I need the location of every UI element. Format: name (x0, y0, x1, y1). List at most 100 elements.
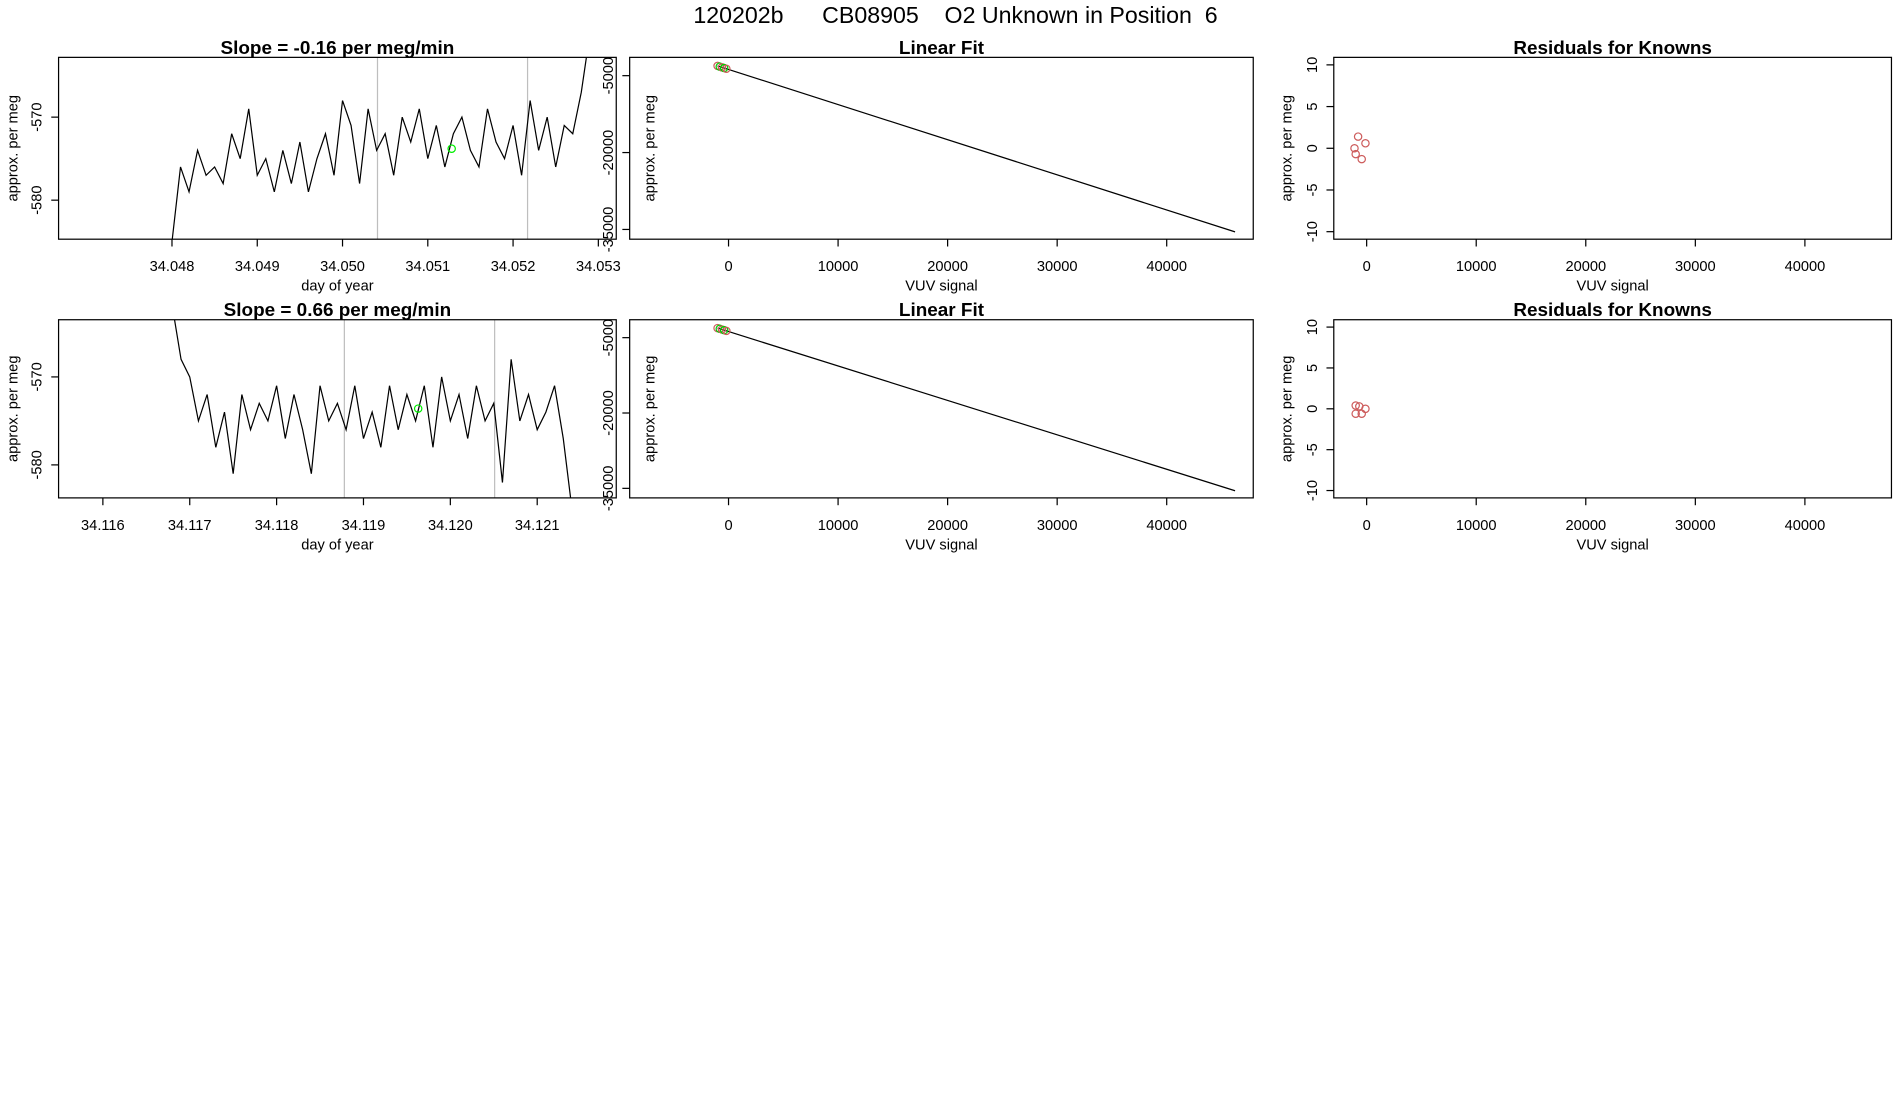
plot-area (173, 319, 572, 498)
data-point (1351, 409, 1360, 418)
x-tick-label: 0 (1363, 259, 1371, 275)
x-tick-label: 20000 (927, 259, 968, 275)
panel: Slope = 0.66 per meg/min day of year appro… (5, 300, 617, 553)
data-point (1361, 404, 1370, 414)
x-tick-label: 34.049 (235, 259, 280, 275)
panel: Residuals for Knowns VUV signal approx. pe… (1279, 38, 1893, 295)
y-tick-label: -35000 (601, 207, 617, 253)
x-axis-label: VUV signal (905, 279, 977, 295)
x-tick-label: 20000 (1565, 259, 1606, 275)
x-axis-label: day of year (301, 279, 373, 295)
plot-area (171, 57, 588, 240)
data-point (1350, 144, 1359, 153)
y-axis-label: approx. per meg (1279, 356, 1295, 463)
y-tick-label: -35000 (601, 466, 617, 512)
x-tick-label: 34.051 (405, 259, 450, 275)
plot-frame (57, 319, 617, 499)
figure-title: 120202b CB08905 O2 Unknown in Position 6 (693, 2, 1217, 28)
x-tick-label: 30000 (1675, 259, 1716, 275)
panel: Slope = -0.16 per meg/min day of year appr… (5, 38, 621, 295)
x-tick-label: 30000 (1675, 518, 1716, 534)
x-tick-label: 34.052 (491, 259, 536, 275)
data-point (1357, 154, 1366, 164)
x-tick-label: 20000 (927, 518, 968, 534)
x-axis-label: day of year (301, 537, 373, 553)
data-point (1351, 149, 1360, 159)
x-tick-label: 34.121 (515, 518, 560, 534)
x-axis-label: VUV signal (905, 537, 977, 553)
x-tick-label: 40000 (1146, 259, 1187, 275)
y-axis-label: approx. per meg (642, 95, 658, 201)
data-line (171, 57, 588, 240)
x-tick-label: 10000 (1456, 518, 1497, 534)
y-tick-label: -20000 (601, 390, 617, 436)
y-tick-label: -10 (1305, 221, 1321, 242)
x-tick-label: 30000 (1037, 259, 1078, 275)
x-tick-label: 10000 (818, 259, 859, 275)
x-tick-label: 40000 (1785, 518, 1826, 534)
x-tick-label: 34.119 (342, 518, 386, 534)
x-tick-label: 34.053 (576, 259, 621, 275)
data-point (1351, 401, 1360, 410)
y-tick-label: -5 (1305, 183, 1321, 196)
y-tick-label: 5 (1305, 364, 1321, 372)
plot-area (1351, 401, 1370, 418)
x-tick-label: 34.050 (320, 259, 365, 275)
y-tick-label: -570 (30, 103, 46, 132)
plot-area (1350, 132, 1370, 164)
y-tick-label: 0 (1305, 405, 1321, 413)
x-tick-label: 30000 (1037, 518, 1078, 534)
plot-frame (629, 319, 1254, 499)
data-point (1353, 132, 1363, 141)
data-line (173, 319, 572, 498)
y-tick-label: -20000 (601, 130, 617, 176)
x-tick-label: 0 (724, 259, 732, 275)
y-tick-label: 5 (1305, 103, 1321, 111)
panel-title: Residuals for Knowns (1513, 38, 1712, 59)
y-tick-label: 10 (1305, 319, 1321, 335)
x-tick-label: 34.048 (150, 259, 195, 275)
fit-line (717, 327, 1236, 492)
data-point (722, 326, 731, 336)
plot-frame (1333, 319, 1893, 499)
panel-title: Slope = 0.66 per meg/min (224, 300, 451, 321)
x-tick-label: 20000 (1565, 518, 1606, 534)
y-axis-label: approx. per meg (642, 356, 658, 462)
y-axis-label: approx. per meg (5, 356, 21, 462)
marker-point (447, 144, 456, 153)
y-tick-label: 10 (1305, 57, 1321, 73)
y-axis-label: approx. per meg (5, 95, 21, 202)
panel-title: Linear Fit (899, 300, 985, 321)
x-tick-label: 34.117 (168, 518, 212, 534)
panel-title: Residuals for Knowns (1513, 300, 1712, 321)
y-tick-label: -580 (30, 186, 46, 215)
data-point (722, 64, 731, 73)
x-tick-label: 40000 (1785, 259, 1826, 275)
y-tick-label: -5 (1305, 443, 1321, 456)
y-tick-label: -10 (1305, 480, 1321, 501)
x-tick-label: 0 (724, 518, 732, 534)
y-tick-label: -580 (30, 450, 46, 479)
panel: Linear Fit VUV signal approx. per meg 0 1000… (601, 38, 1254, 295)
marker-point (413, 404, 423, 413)
plot-area (713, 323, 1236, 492)
x-tick-label: 34.120 (428, 518, 473, 534)
x-axis-label: VUV signal (1576, 279, 1648, 295)
x-tick-label: 34.116 (81, 518, 125, 534)
panel: Residuals for Knowns VUV signal approx. pe… (1279, 300, 1893, 553)
x-tick-label: 34.118 (255, 518, 299, 534)
y-tick-label: -5000 (601, 57, 617, 94)
panel-title: Linear Fit (899, 38, 985, 59)
y-tick-label: -570 (30, 362, 46, 391)
x-tick-label: 40000 (1146, 518, 1187, 534)
plot-frame (629, 56, 1254, 240)
plot-frame (1333, 56, 1893, 240)
plot-frame (57, 56, 617, 240)
panel: Linear Fit VUV signal approx. per meg 0 1000… (601, 300, 1254, 553)
y-tick-label: 0 (1305, 144, 1321, 152)
fit-line (717, 65, 1236, 233)
data-point (1361, 139, 1370, 148)
data-point (1357, 409, 1366, 418)
